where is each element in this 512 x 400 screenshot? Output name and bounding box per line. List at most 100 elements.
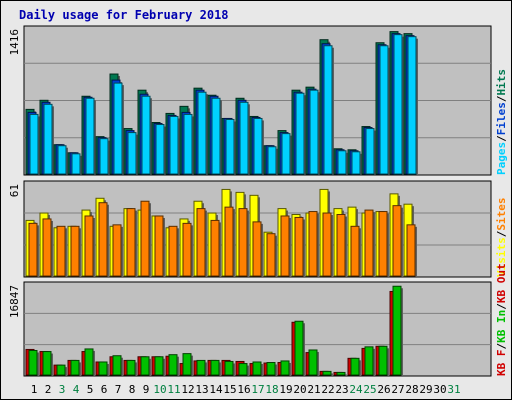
- kb_in-bar: [84, 348, 95, 376]
- kb_in-bar: [42, 351, 53, 376]
- legend-sep: /: [495, 230, 508, 237]
- pages-bar: [365, 128, 376, 175]
- kb_in-bar: [252, 361, 263, 376]
- x-tick-label: 27: [391, 383, 404, 396]
- x-tick-label: 8: [129, 383, 136, 396]
- sites-bar: [182, 222, 193, 277]
- pages-bar: [127, 132, 138, 175]
- pages-bar: [267, 146, 278, 175]
- x-tick-label: 30: [433, 383, 446, 396]
- sites-bar: [350, 225, 361, 277]
- x-tick-label: 19: [279, 383, 292, 396]
- x-tick-label: 29: [419, 383, 432, 396]
- kb_in-bar: [196, 359, 207, 376]
- sites-bar: [364, 209, 375, 277]
- x-tick-label: 16: [237, 383, 250, 396]
- panel-legend: Pages/Files/Hits: [495, 69, 508, 175]
- x-tick-label: 21: [307, 383, 320, 396]
- pages-bar: [351, 151, 362, 175]
- pages-bar: [407, 36, 418, 175]
- x-tick-label: 26: [377, 383, 390, 396]
- kb_in-bar: [210, 359, 221, 376]
- x-tick-label: 4: [73, 383, 80, 396]
- pages-bar: [29, 113, 40, 175]
- kb_in-bar: [168, 354, 179, 376]
- legend-kb-out: KB Out: [495, 263, 508, 303]
- legend-sep: /: [495, 135, 508, 142]
- panel-legend: Visits/Sites: [495, 198, 508, 278]
- kb_in-bar: [182, 353, 193, 376]
- y-max-label: 61: [8, 184, 21, 197]
- legend-sep: /: [495, 343, 508, 350]
- pages-bar: [295, 92, 306, 175]
- x-tick-label: 3: [59, 383, 66, 396]
- x-tick-label: 7: [115, 383, 122, 396]
- sites-bar: [308, 211, 319, 277]
- kb_in-bar: [308, 349, 319, 376]
- kb_in-bar: [266, 362, 277, 376]
- sites-bar: [252, 221, 263, 277]
- legend-hits: Hits: [495, 69, 508, 96]
- x-tick-label: 25: [363, 383, 376, 396]
- x-tick-label: 9: [143, 383, 150, 396]
- kb_in-bar: [28, 349, 39, 376]
- pages-bar: [393, 34, 404, 175]
- sites-bar: [238, 208, 249, 277]
- panel-2: 61 Visits/Sites: [8, 180, 508, 278]
- sites-bar: [126, 208, 137, 277]
- x-tick-label: 17: [251, 383, 264, 396]
- pages-bar: [169, 115, 180, 175]
- kb_in-bar: [224, 360, 235, 376]
- kb_in-bar: [112, 355, 123, 376]
- sites-bar: [406, 224, 417, 277]
- chart-panels: 1416Pages/Files/Hits61Visits/Sites16847K…: [8, 25, 508, 377]
- pages-bar: [309, 89, 320, 175]
- kb_in-bar: [322, 370, 333, 376]
- legend-kb-f: KB F: [495, 350, 508, 377]
- x-tick-label: 10: [153, 383, 166, 396]
- sites-bar: [42, 218, 53, 277]
- kb_in-bar: [364, 346, 375, 376]
- sites-bar: [280, 215, 291, 277]
- sites-bar: [56, 225, 67, 277]
- kb_in-bar: [280, 360, 291, 376]
- x-tick-label: 1: [31, 383, 38, 396]
- x-tick-label: 13: [195, 383, 208, 396]
- legend-sep: /: [495, 303, 508, 310]
- x-tick-label: 12: [181, 383, 194, 396]
- pages-bar: [379, 45, 390, 175]
- legend-sites: Sites: [495, 198, 508, 231]
- pages-bar: [57, 145, 68, 175]
- pages-bar: [113, 82, 124, 175]
- sites-bar: [336, 214, 347, 277]
- x-tick-label: 28: [405, 383, 418, 396]
- x-tick-label: 22: [321, 383, 334, 396]
- x-tick-label: 5: [87, 383, 94, 396]
- sites-bar: [112, 224, 123, 277]
- kb_in-bar: [392, 285, 403, 376]
- kb_in-bar: [126, 359, 137, 376]
- sites-bar: [140, 200, 151, 277]
- x-tick-label: 31: [447, 383, 460, 396]
- sites-bar: [168, 225, 179, 277]
- kb_in-bar: [56, 364, 67, 376]
- x-tick-label: 18: [265, 383, 278, 396]
- kb_in-bar: [350, 357, 361, 376]
- pages-bar: [85, 97, 96, 175]
- sites-bar: [266, 233, 277, 277]
- sites-bar: [210, 219, 221, 277]
- x-tick-label: 20: [293, 383, 306, 396]
- sites-bar: [196, 208, 207, 277]
- pages-bar: [71, 153, 82, 175]
- x-tick-label: 23: [335, 383, 348, 396]
- pages-bar: [239, 101, 250, 175]
- sites-bar: [392, 205, 403, 277]
- sites-bar: [294, 216, 305, 277]
- sites-bar: [224, 206, 235, 277]
- pages-bar: [141, 95, 152, 175]
- kb_in-bar: [378, 345, 389, 376]
- sites-bar: [98, 202, 109, 277]
- pages-bar: [225, 118, 236, 175]
